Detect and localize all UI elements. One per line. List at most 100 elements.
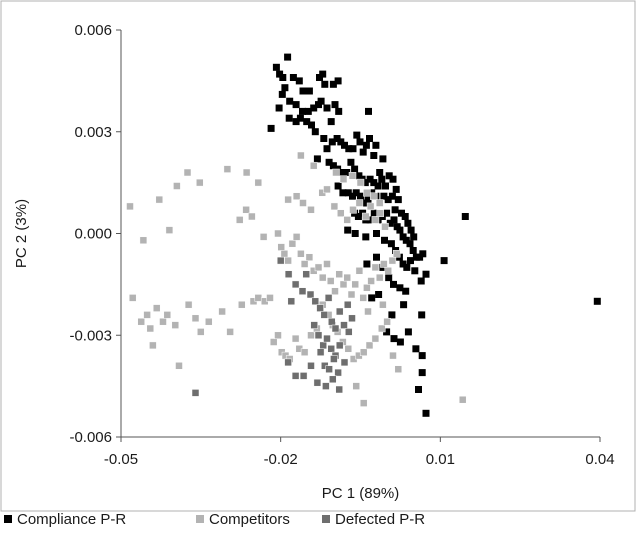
- data-point: [307, 206, 315, 214]
- data-point: [362, 141, 370, 149]
- data-point: [235, 216, 244, 224]
- data-point: [277, 243, 285, 251]
- data-point: [299, 372, 308, 380]
- data-point: [371, 263, 380, 272]
- data-point: [410, 233, 418, 241]
- data-point: [299, 87, 307, 95]
- y-tick-label: 0.000: [74, 226, 112, 243]
- data-point: [304, 107, 312, 115]
- data-point: [402, 236, 410, 244]
- data-point: [356, 178, 365, 187]
- data-point: [407, 257, 414, 265]
- data-point: [323, 104, 331, 112]
- data-point: [327, 345, 335, 353]
- data-point: [406, 240, 414, 248]
- data-point: [461, 213, 469, 220]
- data-point: [284, 358, 292, 367]
- data-point: [152, 304, 161, 312]
- data-point: [335, 307, 344, 316]
- data-point: [328, 317, 336, 326]
- data-point: [320, 135, 328, 142]
- data-point: [337, 138, 345, 146]
- data-point: [292, 101, 300, 109]
- data-point: [422, 270, 430, 278]
- data-point: [329, 80, 337, 88]
- data-point: [352, 189, 360, 197]
- data-point: [272, 63, 280, 71]
- data-point: [305, 253, 314, 261]
- data-point: [339, 189, 347, 197]
- data-point: [327, 118, 335, 126]
- data-point: [396, 338, 404, 346]
- data-point: [366, 202, 375, 211]
- data-point: [367, 277, 375, 285]
- data-point: [355, 267, 364, 275]
- data-point: [392, 250, 401, 258]
- data-point: [309, 161, 318, 170]
- data-point: [191, 314, 200, 323]
- data-point: [297, 151, 305, 160]
- data-point: [329, 162, 337, 170]
- data-point: [305, 87, 313, 95]
- data-point: [381, 222, 389, 231]
- data-point: [351, 165, 359, 173]
- data-point: [376, 209, 384, 217]
- data-point: [370, 179, 378, 187]
- data-point: [238, 300, 246, 309]
- data-point: [417, 277, 425, 285]
- data-point: [242, 206, 250, 214]
- data-point: [394, 196, 402, 204]
- data-point: [348, 314, 356, 323]
- data-point: [339, 175, 348, 183]
- x-tick-label: -0.05: [104, 451, 138, 468]
- data-point: [400, 301, 408, 309]
- data-point: [418, 352, 426, 360]
- data-point: [385, 172, 393, 180]
- data-point: [288, 239, 297, 248]
- data-point: [349, 145, 357, 153]
- data-point: [349, 206, 357, 214]
- data-point: [274, 331, 282, 340]
- data-point: [388, 192, 396, 200]
- data-point: [278, 90, 286, 98]
- data-point: [274, 229, 282, 238]
- data-point: [183, 168, 192, 177]
- data-point: [380, 260, 388, 268]
- data-point: [379, 155, 387, 163]
- data-point: [343, 216, 351, 224]
- data-point: [292, 233, 301, 241]
- data-point: [296, 114, 304, 122]
- chart-border: [0, 0, 636, 512]
- data-point: [365, 107, 372, 115]
- legend-swatch: [196, 515, 204, 523]
- data-point: [345, 328, 353, 336]
- data-point: [343, 300, 352, 309]
- data-point: [321, 80, 329, 88]
- data-point: [328, 138, 336, 146]
- y-axis-title: PC 2 (3%): [13, 199, 30, 268]
- data-point: [191, 389, 200, 397]
- x-tick-label: 0.01: [426, 451, 455, 468]
- data-point: [292, 192, 301, 200]
- data-point: [330, 202, 339, 211]
- data-point: [299, 199, 307, 207]
- y-tick-label: 0.003: [74, 124, 112, 141]
- data-point: [332, 168, 340, 177]
- data-point: [284, 256, 292, 265]
- data-point: [218, 307, 226, 316]
- legend-swatch: [4, 515, 12, 523]
- data-point: [344, 345, 353, 353]
- data-point: [128, 294, 137, 302]
- data-point: [347, 158, 355, 166]
- data-point: [323, 260, 331, 268]
- data-point: [375, 291, 383, 298]
- data-point: [343, 273, 351, 282]
- legend: Compliance P-R Competitors Defected P-R: [4, 511, 425, 528]
- data-point: [302, 270, 310, 278]
- data-point: [344, 189, 352, 197]
- data-point: [155, 195, 164, 204]
- data-point: [299, 107, 306, 115]
- data-point: [335, 270, 343, 278]
- data-point: [378, 324, 386, 333]
- data-point: [269, 338, 278, 346]
